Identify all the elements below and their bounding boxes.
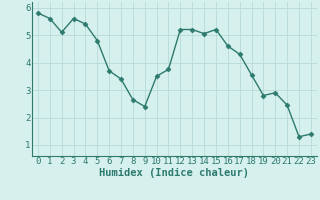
X-axis label: Humidex (Indice chaleur): Humidex (Indice chaleur) [100, 168, 249, 178]
